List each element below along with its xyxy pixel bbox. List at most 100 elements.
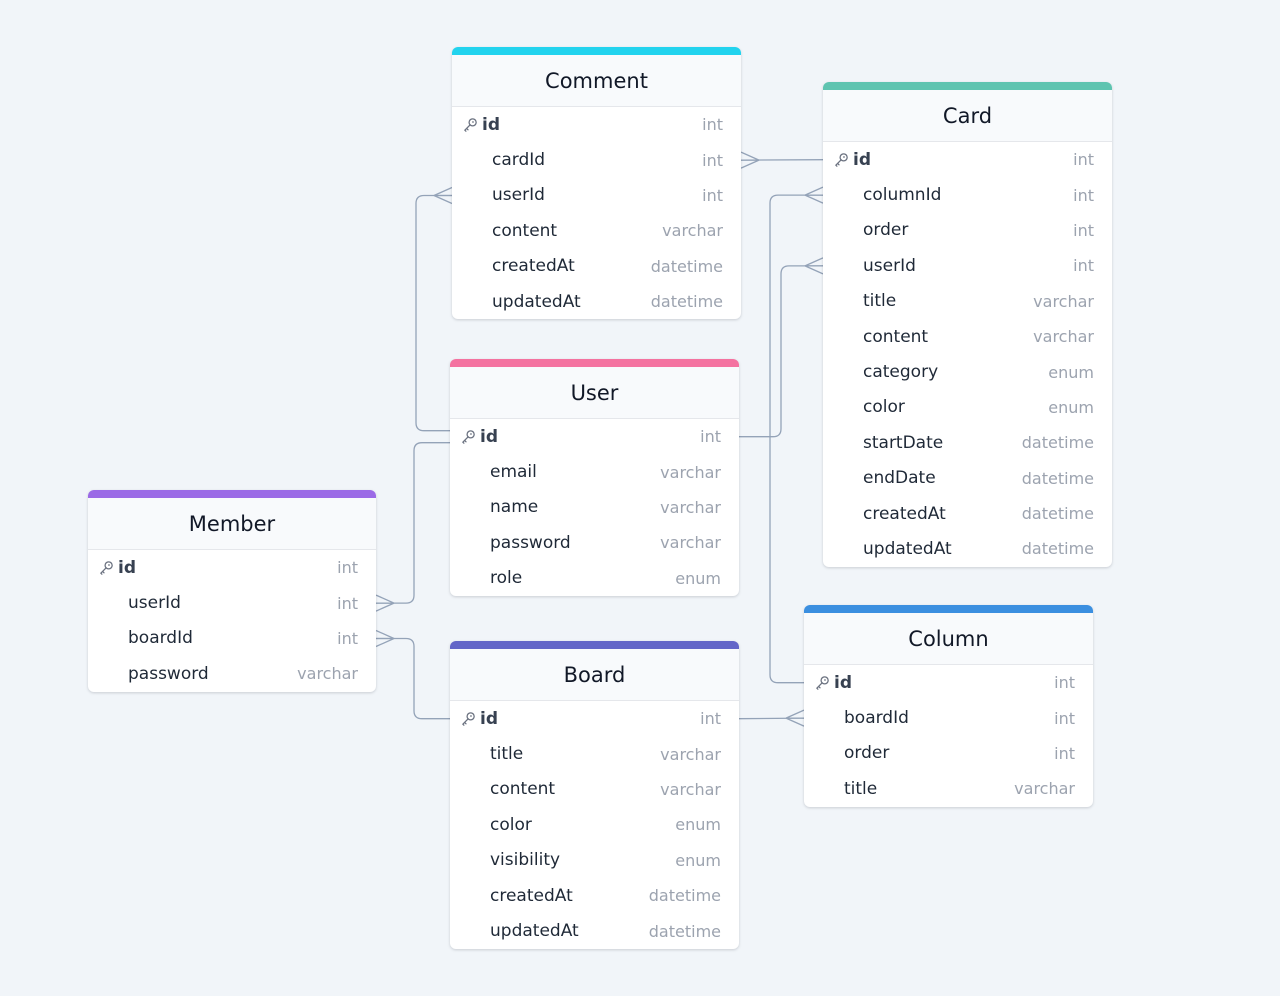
key-icon (460, 428, 480, 445)
table-color-bar (804, 605, 1093, 613)
crows-foot-card-columnId (804, 186, 824, 204)
relation-card-user (739, 265, 823, 438)
crows-foot-card-userId (804, 257, 824, 275)
field-row[interactable]: id int (823, 142, 1112, 177)
field-name: password (128, 663, 209, 684)
field-row[interactable]: title varchar (450, 736, 739, 771)
field-name: id (853, 149, 871, 170)
field-row[interactable]: color enum (823, 390, 1112, 425)
field-row[interactable]: password varchar (88, 656, 376, 691)
field-row[interactable]: id int (450, 419, 739, 454)
field-row[interactable]: updatedAt datetime (450, 913, 739, 948)
field-name: endDate (863, 468, 936, 489)
field-name: id (480, 708, 498, 729)
field-name: updatedAt (492, 291, 581, 312)
field-row[interactable]: role enum (450, 561, 739, 596)
table-comment[interactable]: Comment id int cardId int userId int content var… (452, 47, 741, 320)
field-name: color (863, 397, 905, 418)
field-type: varchar (660, 533, 721, 553)
relation-column-board (738, 717, 805, 720)
field-row[interactable]: content varchar (452, 213, 741, 248)
field-row[interactable]: id int (452, 107, 741, 142)
field-type: int (1054, 708, 1075, 728)
field-name: title (863, 291, 897, 312)
field-row[interactable]: createdAt datetime (450, 878, 739, 913)
field-row[interactable]: userId int (823, 248, 1112, 283)
crows-foot-member-userId (375, 594, 395, 612)
field-row[interactable]: title varchar (804, 771, 1093, 806)
key-icon (460, 710, 480, 727)
field-type: int (337, 593, 358, 613)
table-color-bar (823, 82, 1112, 90)
field-row[interactable]: columnId int (823, 177, 1112, 212)
field-name: userId (128, 593, 181, 614)
field-row[interactable]: visibility enum (450, 843, 739, 878)
field-row[interactable]: cardId int (452, 142, 741, 177)
field-type: int (700, 427, 721, 447)
table-title[interactable]: Member (88, 498, 376, 550)
field-name: name (490, 497, 539, 518)
field-name: createdAt (490, 885, 573, 906)
field-row[interactable]: userId int (88, 585, 376, 620)
table-member[interactable]: Member id int userId int boardId int password va… (88, 490, 376, 692)
field-type: varchar (1033, 327, 1094, 347)
field-name: content (863, 326, 929, 347)
field-name: id (480, 426, 498, 447)
field-type: int (1073, 256, 1094, 276)
key-icon (814, 674, 834, 691)
field-row[interactable]: order int (823, 213, 1112, 248)
field-row[interactable]: startDate datetime (823, 425, 1112, 460)
field-type: enum (675, 568, 721, 588)
field-name: createdAt (492, 256, 575, 277)
table-title[interactable]: Card (823, 90, 1112, 142)
table-card[interactable]: Card id int columnId int order int userId int tit… (823, 82, 1112, 567)
table-user[interactable]: User id int email varchar name varchar password… (450, 359, 739, 596)
field-row[interactable]: endDate datetime (823, 461, 1112, 496)
field-row[interactable]: updatedAt datetime (823, 531, 1112, 566)
field-row[interactable]: updatedAt datetime (452, 284, 741, 319)
field-type: enum (1048, 362, 1094, 382)
relation-member-board (376, 637, 450, 720)
field-row[interactable]: id int (804, 665, 1093, 700)
field-type: int (337, 628, 358, 648)
table-board[interactable]: Board id int title varchar content varchar colo… (450, 641, 739, 949)
field-row[interactable]: password varchar (450, 525, 739, 560)
field-row[interactable]: title varchar (823, 284, 1112, 319)
field-row[interactable]: boardId int (804, 700, 1093, 735)
field-row[interactable]: category enum (823, 354, 1112, 389)
field-row[interactable]: id int (450, 701, 739, 736)
field-row[interactable]: boardId int (88, 621, 376, 656)
field-row[interactable]: createdAt datetime (452, 249, 741, 284)
field-type: datetime (648, 921, 721, 941)
field-name: createdAt (863, 503, 946, 524)
crows-foot-comment-userId (433, 186, 453, 205)
field-row[interactable]: content varchar (450, 772, 739, 807)
field-name: id (834, 672, 852, 693)
field-type: enum (675, 815, 721, 835)
field-name: columnId (863, 185, 942, 206)
field-type: datetime (650, 292, 723, 312)
field-name: id (118, 557, 136, 578)
field-row[interactable]: id int (88, 550, 376, 585)
field-type: datetime (1021, 468, 1094, 488)
table-title[interactable]: Column (804, 613, 1093, 665)
field-name: password (490, 532, 571, 553)
field-row[interactable]: userId int (452, 178, 741, 213)
field-row[interactable]: order int (804, 736, 1093, 771)
crows-foot-column-boardId (785, 709, 805, 727)
field-name: content (490, 779, 556, 800)
field-name: cardId (492, 150, 546, 171)
table-title[interactable]: User (450, 367, 739, 419)
field-row[interactable]: name varchar (450, 490, 739, 525)
field-name: order (844, 743, 890, 764)
table-column[interactable]: Column id int boardId int order int title varcha… (804, 605, 1093, 807)
key-icon (98, 559, 118, 576)
table-title[interactable]: Board (450, 649, 739, 701)
field-type: int (1054, 673, 1075, 693)
field-row[interactable]: color enum (450, 807, 739, 842)
table-title[interactable]: Comment (452, 55, 741, 107)
field-row[interactable]: email varchar (450, 454, 739, 489)
field-row[interactable]: createdAt datetime (823, 496, 1112, 531)
field-row[interactable]: content varchar (823, 319, 1112, 354)
field-type: varchar (660, 497, 721, 517)
